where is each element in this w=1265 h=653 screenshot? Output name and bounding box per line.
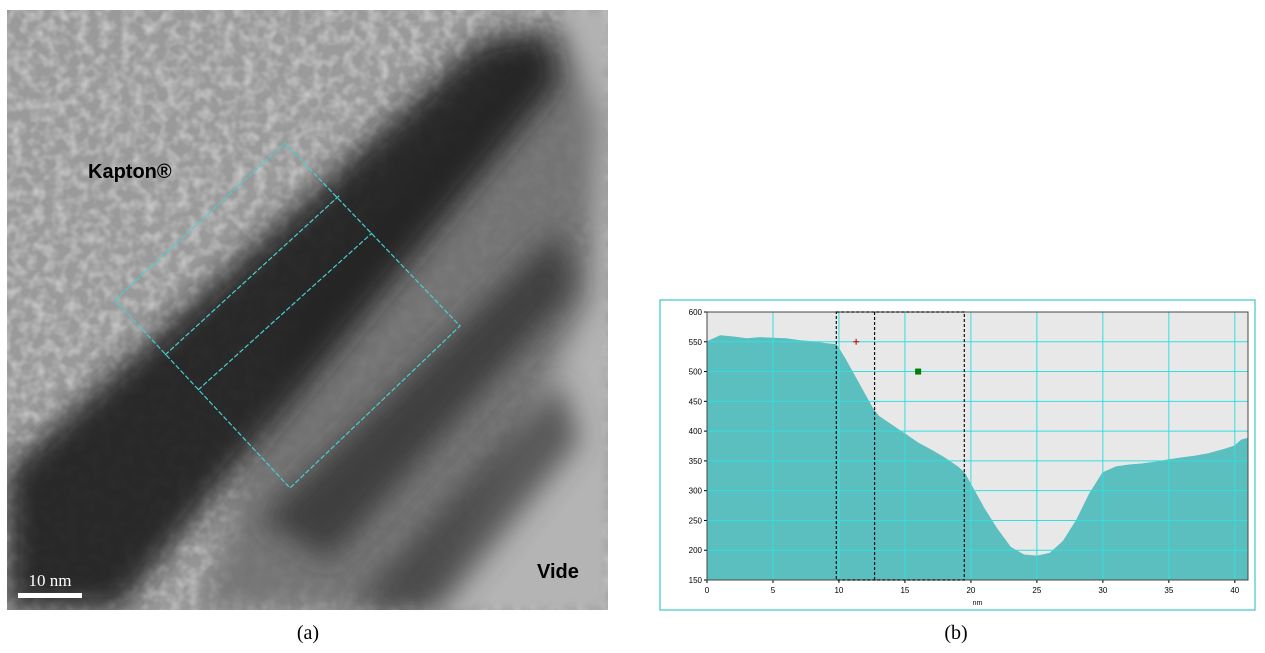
y-tick-label: 150	[689, 576, 703, 585]
x-tick-label: 30	[1098, 586, 1107, 595]
y-tick-label: 350	[689, 457, 703, 466]
y-tick-label: 200	[689, 546, 703, 555]
y-tick-label: 300	[689, 487, 703, 496]
vacuum-label: Vide	[537, 561, 579, 583]
chart: 150 200 250 300 350 400 450 500 550 600 0 5 10 15 20 25…	[689, 308, 1249, 607]
caption: (b)	[944, 622, 967, 644]
y-tick-label: 250	[689, 516, 703, 525]
y-tick-label: 550	[689, 338, 703, 347]
x-tick-label: 15	[900, 586, 909, 595]
marker	[915, 368, 922, 375]
y-tick-label: 600	[689, 308, 703, 317]
y-tick-label: 400	[689, 427, 703, 436]
selection	[835, 311, 965, 581]
tem-image	[7, 10, 608, 610]
material-label: Kapton®	[88, 161, 172, 183]
x-tick-label: 10	[834, 586, 843, 595]
y-tick-label: 450	[689, 397, 703, 406]
y-tick-label: 500	[689, 368, 703, 377]
scale-bar-label: 10 nm	[29, 571, 72, 590]
x-tick-label: 40	[1230, 586, 1239, 595]
x-axis-label: nm	[973, 600, 983, 607]
plot-border	[706, 311, 1249, 581]
x-tick-label: 0	[705, 586, 710, 595]
marker	[853, 338, 860, 345]
caption: (a)	[297, 622, 319, 644]
x-tick-label: 25	[1032, 586, 1041, 595]
x-tick-label: 20	[966, 586, 975, 595]
x-tick-label: 35	[1164, 586, 1173, 595]
x-tick-label: 5	[771, 586, 776, 595]
